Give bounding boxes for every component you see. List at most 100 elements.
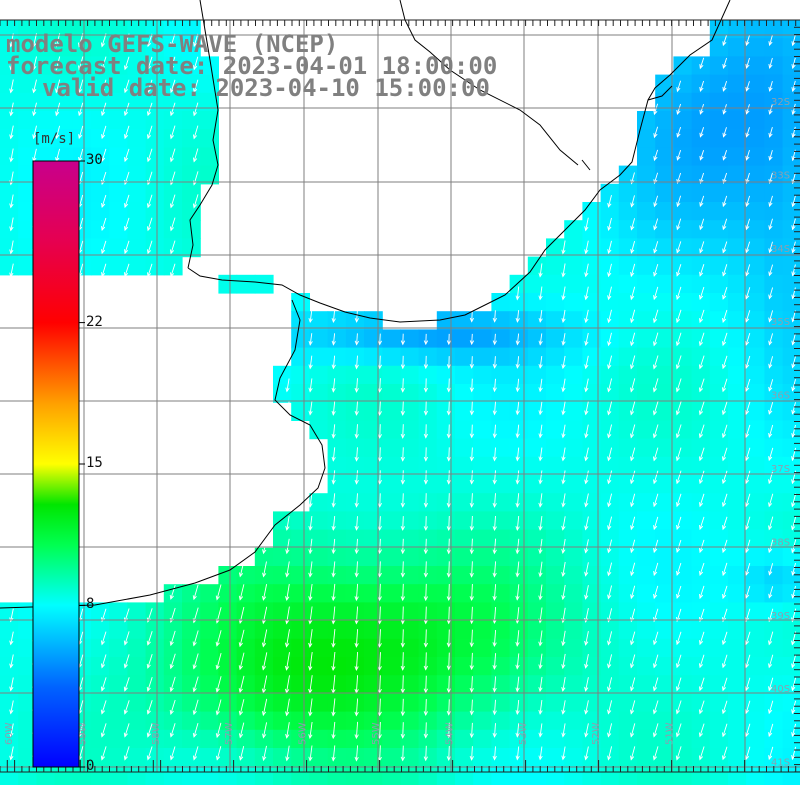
wind-cell — [164, 147, 183, 166]
wind-cell — [491, 530, 510, 549]
wind-cell — [200, 766, 219, 785]
wind-cell — [746, 584, 765, 603]
wind-cell — [783, 147, 800, 166]
wind-cell — [728, 548, 747, 567]
wind-cell — [419, 511, 438, 530]
wind-cell — [764, 712, 783, 731]
wind-cell — [273, 766, 292, 785]
wind-cell — [473, 311, 492, 330]
wind-cell — [764, 257, 783, 276]
wind-cell — [0, 766, 19, 785]
colorbar-gradient — [33, 161, 79, 767]
wind-cell — [309, 420, 328, 439]
wind-cell — [710, 93, 729, 112]
colorbar-unit: [m/s] — [33, 131, 75, 147]
wind-cell — [655, 75, 674, 94]
wind-cell — [291, 293, 310, 312]
wind-cell — [0, 184, 19, 203]
wind-cell — [127, 621, 146, 640]
wind-cell — [382, 748, 401, 767]
wind-cell — [291, 657, 310, 676]
wind-cell — [109, 639, 128, 658]
wind-cell — [200, 748, 219, 767]
wind-cell — [764, 493, 783, 512]
wind-cell — [619, 220, 638, 239]
wind-cell — [637, 530, 656, 549]
wind-cell — [637, 329, 656, 348]
wind-cell — [655, 147, 674, 166]
wind-cell — [127, 675, 146, 694]
wind-cell — [710, 348, 729, 367]
wind-cell — [91, 621, 110, 640]
wind-cell — [491, 693, 510, 712]
wind-cell — [382, 675, 401, 694]
wind-cell — [655, 329, 674, 348]
wind-cell — [419, 457, 438, 476]
wind-cell — [473, 329, 492, 348]
wind-cell — [346, 566, 365, 585]
wind-cell — [637, 712, 656, 731]
wind-cell — [564, 293, 583, 312]
wind-cell — [473, 602, 492, 621]
wind-cell — [564, 748, 583, 767]
wind-cell — [0, 675, 19, 694]
wind-cell — [18, 766, 37, 785]
wind-cell — [764, 475, 783, 494]
wind-cell — [637, 439, 656, 458]
wind-cell — [564, 584, 583, 603]
wind-cell — [309, 584, 328, 603]
wind-cell — [328, 657, 347, 676]
wind-cell — [764, 439, 783, 458]
wind-cell — [346, 475, 365, 494]
wind-cell — [619, 275, 638, 294]
latitude-label: 40S — [771, 684, 790, 695]
wind-cell — [655, 93, 674, 112]
wind-cell — [109, 184, 128, 203]
wind-cell — [655, 511, 674, 530]
wind-cell — [437, 602, 456, 621]
wind-cell — [382, 493, 401, 512]
wind-cell — [728, 366, 747, 385]
wind-cell — [637, 275, 656, 294]
wind-cell — [546, 475, 565, 494]
wind-cell — [510, 602, 529, 621]
wind-cell — [728, 621, 747, 640]
wind-cell — [564, 693, 583, 712]
wind-cell — [237, 566, 256, 585]
wind-cell — [218, 566, 237, 585]
wind-cell — [728, 275, 747, 294]
wind-cell — [473, 366, 492, 385]
wind-cell — [783, 129, 800, 148]
wind-cell — [764, 129, 783, 148]
wind-cell — [673, 202, 692, 221]
wind-cell — [764, 693, 783, 712]
wind-cell — [728, 584, 747, 603]
wind-cell — [328, 311, 347, 330]
wind-cell — [728, 402, 747, 421]
wind-cell — [710, 530, 729, 549]
wind-cell — [510, 311, 529, 330]
wind-cell — [546, 493, 565, 512]
wind-cell — [455, 329, 474, 348]
wind-cell — [309, 657, 328, 676]
wind-cell — [728, 75, 747, 94]
wind-cell — [109, 766, 128, 785]
wind-cell — [437, 693, 456, 712]
wind-cell — [528, 457, 547, 476]
wind-cell — [473, 530, 492, 549]
wind-cell — [237, 730, 256, 749]
wind-cell — [164, 693, 183, 712]
wind-cell — [601, 457, 620, 476]
wind-cell — [182, 621, 201, 640]
wind-cell — [328, 712, 347, 731]
wind-cell — [673, 530, 692, 549]
wind-cell — [673, 475, 692, 494]
wind-cell — [728, 639, 747, 658]
wind-cell — [419, 366, 438, 385]
wind-cell — [528, 730, 547, 749]
wind-cell — [528, 329, 547, 348]
wind-cell — [764, 657, 783, 676]
wind-cell — [528, 602, 547, 621]
wind-cell — [419, 329, 438, 348]
wind-cell — [673, 511, 692, 530]
